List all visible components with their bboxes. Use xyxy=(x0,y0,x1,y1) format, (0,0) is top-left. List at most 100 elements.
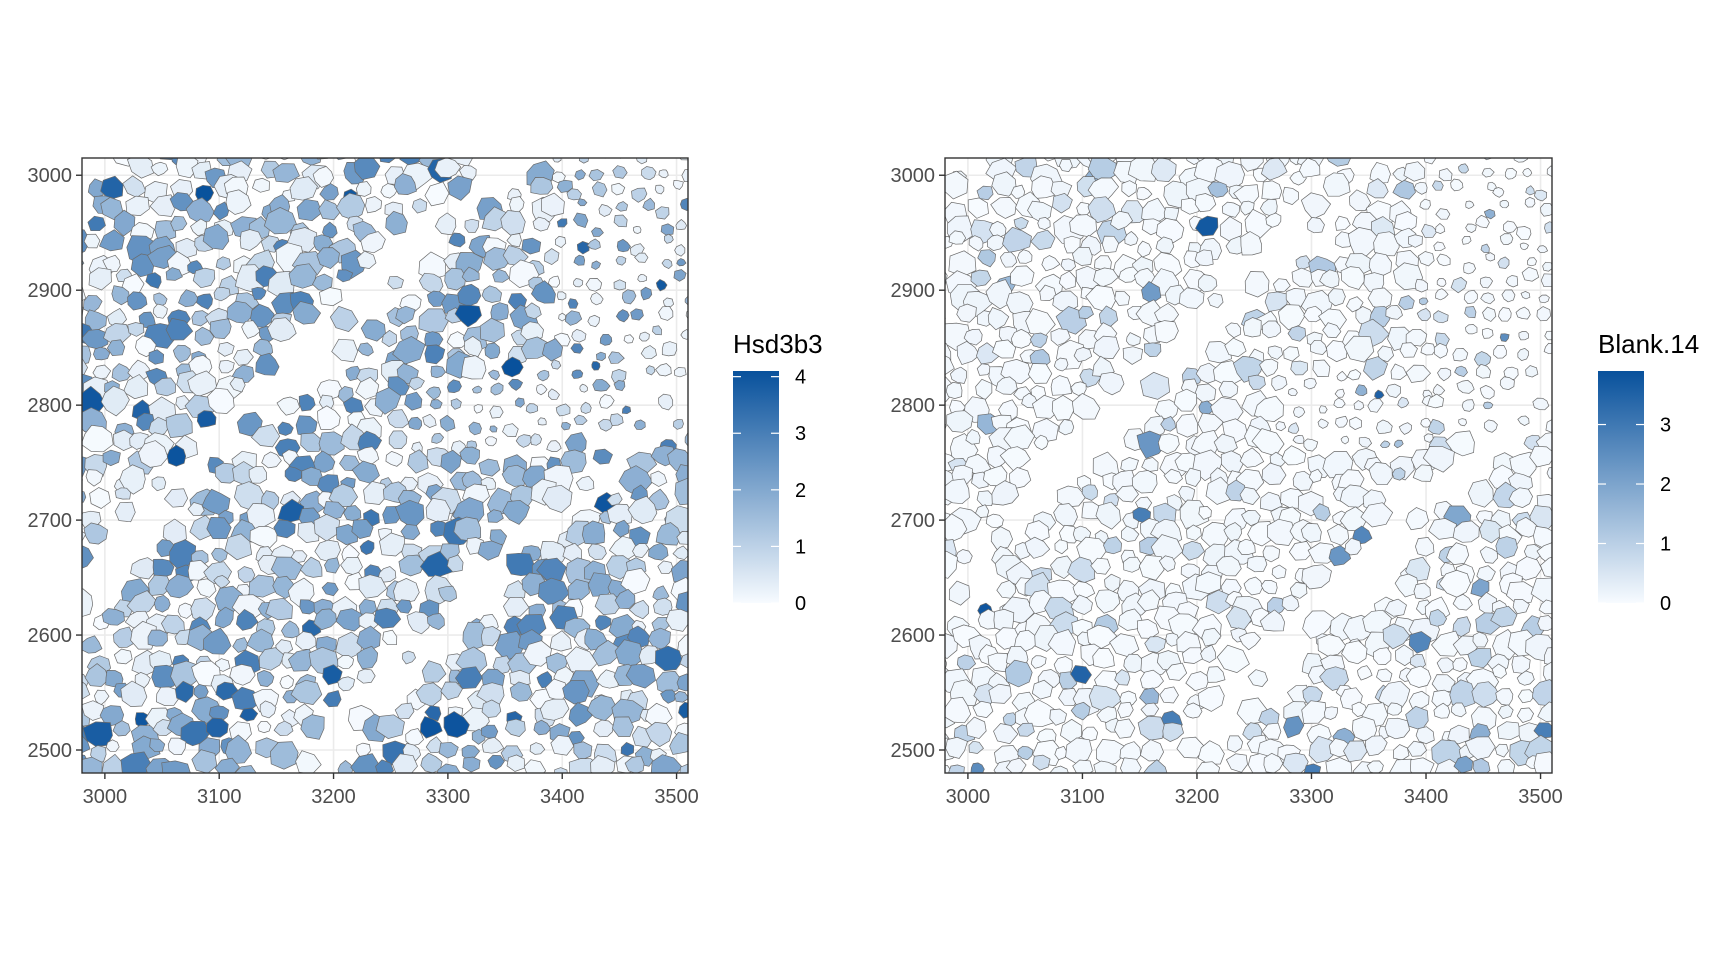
cell-polygon xyxy=(1519,242,1529,251)
cell-polygon xyxy=(561,421,572,431)
cell-polygon xyxy=(114,487,132,500)
cell-polygon xyxy=(82,329,109,350)
cell-polygon xyxy=(1087,196,1117,224)
cell-polygon xyxy=(1197,685,1225,712)
cell-polygon xyxy=(203,627,232,655)
cell-polygon xyxy=(554,235,567,249)
cell-polygon xyxy=(506,552,534,577)
cell-polygon xyxy=(509,669,531,687)
x-tick-label: 3500 xyxy=(1518,786,1563,808)
cell-polygon xyxy=(1037,217,1051,230)
cell-polygon xyxy=(490,382,504,396)
cell-polygon xyxy=(945,736,968,759)
cell-polygon xyxy=(1405,665,1432,688)
cell-polygon xyxy=(1428,518,1458,540)
cell-polygon xyxy=(1363,356,1389,381)
cell-polygon xyxy=(382,629,398,646)
cell-polygon xyxy=(1343,740,1368,763)
cell-polygon xyxy=(343,505,362,522)
cell-polygon xyxy=(1520,291,1531,300)
cell-polygon xyxy=(1325,757,1353,773)
cell-polygon xyxy=(614,588,636,609)
cell-polygon xyxy=(298,393,316,412)
cell-polygon xyxy=(82,756,103,773)
cell-polygon xyxy=(596,351,606,361)
cell-polygon xyxy=(1319,269,1340,289)
cell-polygon xyxy=(1027,363,1053,384)
cell-polygon xyxy=(153,595,171,613)
cell-polygon xyxy=(1004,659,1033,688)
cell-polygon xyxy=(1157,433,1180,455)
cell-polygon xyxy=(385,210,408,236)
cell-polygon xyxy=(430,365,446,379)
cell-polygon xyxy=(259,158,272,160)
cell-polygon xyxy=(587,543,607,560)
cell-polygon xyxy=(1423,158,1437,165)
cell-polygon xyxy=(60,137,82,158)
cell-polygon xyxy=(120,751,151,773)
cell-polygon xyxy=(615,309,630,323)
cell-polygon xyxy=(446,554,464,573)
cell-polygon xyxy=(1461,236,1472,245)
cell-polygon xyxy=(1242,722,1263,741)
cell-polygon xyxy=(1181,540,1205,561)
cell-polygon xyxy=(331,338,359,363)
cell-polygon xyxy=(1517,415,1530,426)
cell-polygon xyxy=(1392,744,1410,761)
cell-polygon xyxy=(1114,718,1136,739)
cell-polygon xyxy=(98,229,125,252)
cell-polygon xyxy=(1115,485,1139,503)
cell-polygon xyxy=(1081,484,1098,501)
cell-polygon xyxy=(1303,377,1317,390)
cell-polygon xyxy=(1483,401,1494,410)
y-tick-label: 2700 xyxy=(28,510,73,532)
cell-polygon xyxy=(106,308,128,328)
cell-polygon xyxy=(239,229,263,251)
cell-polygon xyxy=(351,519,374,539)
x-tick-label: 3000 xyxy=(83,786,128,808)
cell-polygon xyxy=(945,381,963,399)
cell-polygon xyxy=(82,478,83,483)
cell-polygon xyxy=(82,424,114,453)
x-tick-label: 3300 xyxy=(426,786,471,808)
cell-polygon xyxy=(612,165,628,179)
cell-polygon xyxy=(501,356,524,378)
cell-polygon xyxy=(251,177,270,193)
cell-polygon xyxy=(1043,158,1058,162)
cell-polygon xyxy=(620,741,635,757)
cell-polygon xyxy=(100,197,124,221)
cell-polygon xyxy=(611,182,626,196)
cell-polygon xyxy=(1207,292,1224,309)
cell-polygon xyxy=(1544,647,1552,666)
cell-polygon xyxy=(993,723,1019,745)
cell-polygon xyxy=(206,517,232,540)
cell-polygon xyxy=(918,216,944,243)
cell-polygon xyxy=(422,413,437,428)
cell-polygon xyxy=(92,364,112,380)
cell-polygon xyxy=(1515,306,1531,320)
cell-polygon xyxy=(1070,701,1091,721)
cell-polygon xyxy=(337,676,356,692)
cell-polygon xyxy=(1303,438,1319,452)
cell-polygon xyxy=(612,519,630,538)
cell-polygon xyxy=(477,540,504,561)
cell-polygon xyxy=(1450,178,1464,192)
cell-polygon xyxy=(1538,294,1550,304)
cell-polygon xyxy=(481,736,505,754)
cell-polygon xyxy=(1123,556,1141,573)
legend-tick-label: 3 xyxy=(1660,415,1671,437)
cell-polygon xyxy=(237,566,256,583)
legend-tick-label: 4 xyxy=(795,367,806,389)
cell-polygon xyxy=(373,607,402,629)
cell-polygon xyxy=(1244,208,1272,239)
cell-polygon xyxy=(1058,419,1075,436)
cell-polygon xyxy=(1412,464,1434,482)
cell-polygon xyxy=(385,451,403,467)
cell-polygon xyxy=(312,165,334,188)
cell-polygon xyxy=(321,582,339,597)
cell-polygon xyxy=(196,410,217,428)
cell-polygon xyxy=(300,714,325,740)
cell-polygon xyxy=(273,720,294,736)
cell-polygon xyxy=(419,550,453,577)
cell-polygon xyxy=(312,273,333,292)
